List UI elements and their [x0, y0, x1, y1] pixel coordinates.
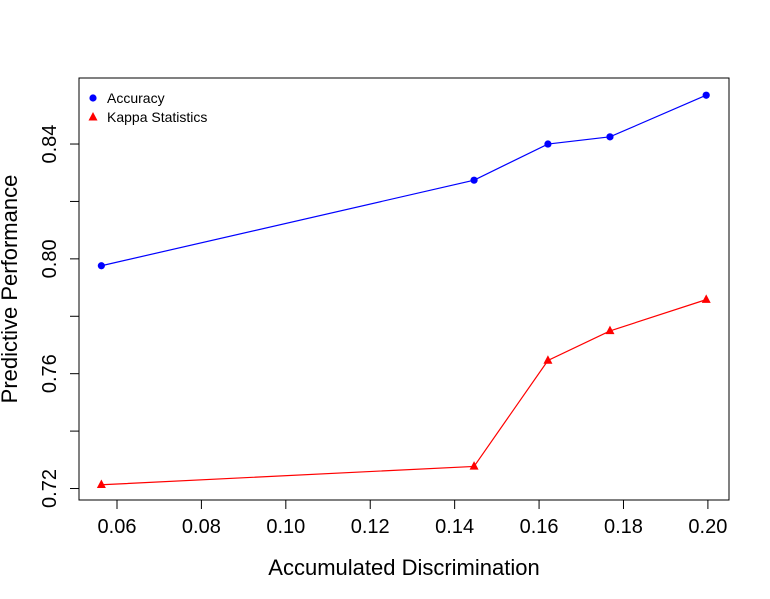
y-tick-label: 0.76 [39, 354, 61, 393]
x-tick-label: 0.20 [688, 516, 727, 538]
x-axis-title: Accumulated Discrimination [268, 555, 539, 580]
accuracy-point [97, 262, 105, 270]
legend-label-accuracy: Accuracy [107, 90, 165, 106]
kappa-statistics-point [469, 461, 479, 470]
legend-marker-kappa-statistics [88, 112, 98, 121]
x-tick-label: 0.08 [182, 516, 221, 538]
accuracy-point [606, 133, 614, 141]
kappa-statistics-point [543, 355, 553, 364]
y-axis: 0.72 0.76 0.80 0.84 [39, 125, 79, 508]
legend-marker-accuracy [89, 94, 97, 102]
x-tick-label: 0.14 [435, 516, 474, 538]
x-tick-label: 0.18 [604, 516, 643, 538]
legend: Accuracy Kappa Statistics [88, 90, 207, 125]
y-tick-label: 0.80 [39, 239, 61, 278]
kappa-statistics-line [101, 299, 707, 486]
series-layer [96, 91, 711, 489]
kappa-statistics-point [605, 325, 615, 335]
y-axis-title: Predictive Performance [0, 175, 22, 404]
x-axis: 0.06 0.08 0.10 0.12 0.14 0.16 0.18 0.20 [98, 500, 727, 538]
kappa-statistics-point [96, 479, 106, 489]
x-tick-label: 0.16 [520, 516, 559, 538]
x-tick-label: 0.06 [98, 516, 137, 538]
y-tick-label: 0.84 [39, 125, 61, 164]
y-tick-label: 0.72 [39, 469, 61, 508]
accuracy-point [702, 91, 710, 99]
accuracy-point [544, 140, 552, 148]
legend-label-kappa-statistics: Kappa Statistics [107, 109, 207, 125]
accuracy-point [470, 176, 478, 184]
plot-frame [78, 77, 730, 501]
x-tick-label: 0.10 [266, 516, 305, 538]
kappa-statistics-point [701, 294, 711, 303]
x-tick-label: 0.12 [351, 516, 390, 538]
